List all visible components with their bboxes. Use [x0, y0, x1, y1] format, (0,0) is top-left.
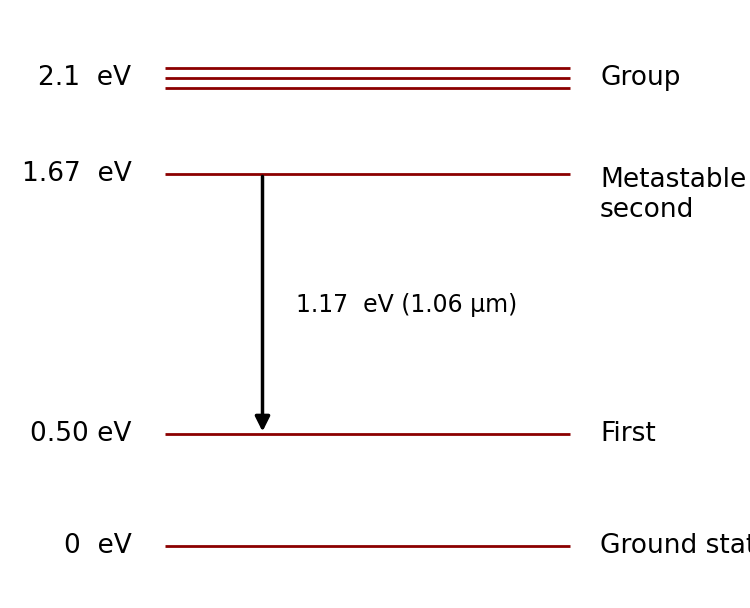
Text: First: First [600, 421, 656, 447]
Text: 1.67  eV: 1.67 eV [22, 161, 131, 187]
Text: Metastable
second: Metastable second [600, 167, 746, 223]
Text: 0  eV: 0 eV [64, 533, 131, 559]
Text: 1.17  eV (1.06 μm): 1.17 eV (1.06 μm) [296, 293, 518, 317]
Text: 2.1  eV: 2.1 eV [38, 65, 131, 91]
Text: 0.50 eV: 0.50 eV [30, 421, 131, 447]
Text: Group: Group [600, 65, 680, 91]
Text: Ground state: Ground state [600, 533, 750, 559]
